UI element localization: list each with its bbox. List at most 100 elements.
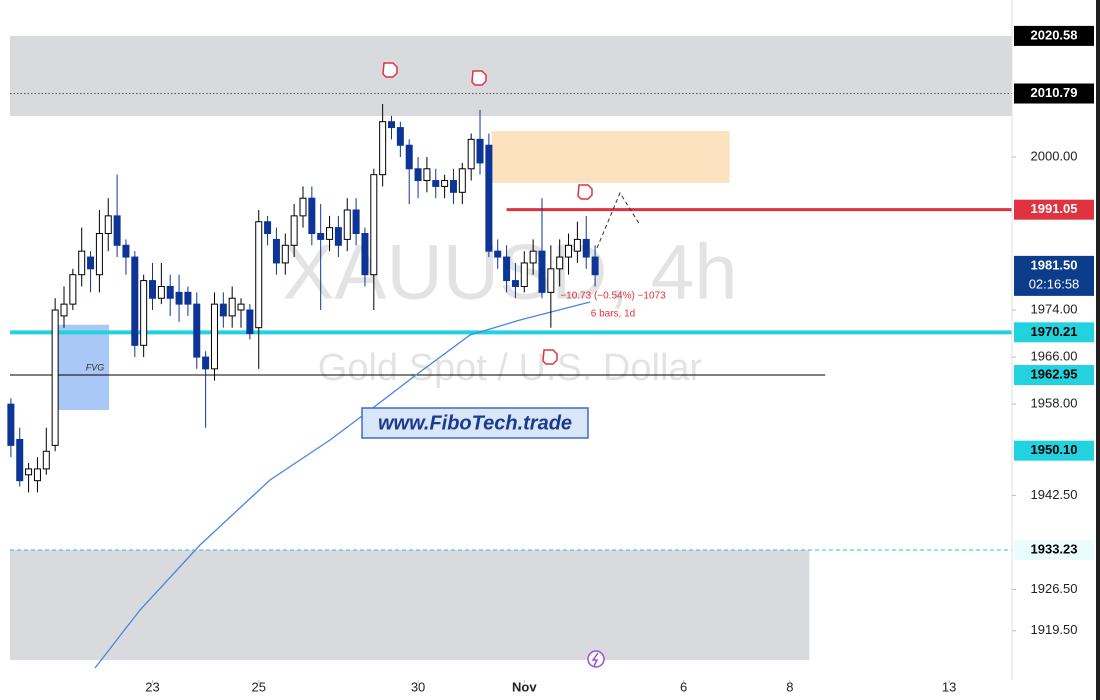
price-label: 1933.23 — [1031, 541, 1078, 556]
candle-body — [494, 250, 502, 258]
candle-body — [361, 233, 369, 276]
measure-bars: 6 bars, 1d — [591, 309, 635, 320]
candle-body — [33, 468, 41, 482]
candle-body — [264, 221, 272, 235]
zone — [491, 131, 730, 183]
candle-body — [202, 356, 210, 370]
price-label: 1991.05 — [1031, 201, 1078, 216]
zone — [56, 324, 110, 411]
y-tick-label: 1942.50 — [1031, 487, 1078, 502]
frame-edge — [1096, 0, 1100, 700]
price-label-box — [1014, 255, 1094, 296]
candle-body — [219, 303, 227, 317]
hand-icon — [542, 349, 558, 365]
price-label: 2010.79 — [1031, 85, 1078, 100]
link-box — [361, 407, 589, 439]
candle-body — [149, 280, 157, 299]
x-tick-label: 13 — [942, 679, 956, 694]
price-label-box — [1014, 440, 1094, 461]
candle-body — [538, 250, 546, 293]
x-tick-label: 6 — [680, 679, 687, 694]
candle-body — [317, 233, 325, 240]
candle-body — [113, 215, 121, 246]
candle-body — [449, 180, 457, 193]
event-icon[interactable] — [587, 650, 605, 668]
y-tick-label: 1919.50 — [1031, 622, 1078, 637]
hand-icon — [471, 70, 487, 86]
candle-body — [122, 244, 130, 258]
candle-body — [87, 256, 95, 270]
candle-body — [69, 274, 77, 305]
candle-body — [140, 280, 148, 346]
candle-body — [25, 468, 33, 476]
candle-body — [228, 297, 236, 317]
candle-body — [184, 291, 192, 305]
candle-body — [299, 197, 307, 217]
fvg-label: FVG — [86, 362, 105, 372]
candle-body — [388, 121, 396, 129]
candle-body — [193, 303, 201, 358]
x-tick-label: Nov — [512, 679, 537, 694]
x-tick-label: 8 — [786, 679, 793, 694]
candle-body — [476, 138, 484, 164]
candle-body — [370, 174, 378, 276]
candle-body — [379, 121, 387, 176]
x-tick-label: 23 — [145, 679, 159, 694]
price-axis — [1012, 0, 1100, 700]
candle-body — [485, 144, 493, 252]
price-label: 1970.21 — [1031, 324, 1078, 339]
candle-body — [520, 262, 528, 287]
candle-body — [441, 180, 449, 187]
hand-icon — [577, 184, 593, 200]
price-label-box — [1014, 539, 1094, 560]
price-label-box — [1014, 199, 1094, 220]
link-text[interactable]: www.FiboTech.trade — [378, 412, 572, 434]
candle-body — [503, 256, 511, 282]
candle-body — [467, 138, 475, 170]
candle-body — [255, 221, 263, 329]
price-label: 1981.50 — [1031, 257, 1078, 272]
y-tick-label: 1926.50 — [1031, 581, 1078, 596]
price-label-box — [1014, 83, 1094, 104]
zones — [10, 35, 1012, 661]
candle-body — [326, 227, 334, 240]
candle-body — [582, 238, 590, 258]
candle-body — [7, 403, 15, 446]
x-tick-label: 30 — [411, 679, 425, 694]
candle-body — [131, 256, 139, 346]
x-tick-label: 25 — [251, 679, 265, 694]
candle-body — [51, 309, 59, 446]
price-label-box — [1014, 322, 1094, 343]
price-label: 2020.58 — [1031, 27, 1078, 42]
price-label-box — [1014, 25, 1094, 46]
candle-body — [78, 250, 86, 276]
candle-body — [175, 291, 183, 305]
hand-icons — [382, 62, 593, 365]
candle-body — [414, 168, 422, 182]
candle-body — [42, 450, 50, 470]
candle-body — [104, 215, 112, 235]
candle-body — [591, 256, 599, 276]
candle-body — [547, 268, 555, 293]
hand-icon — [382, 62, 398, 78]
candle-body — [396, 127, 404, 146]
y-tick-label: 1958.00 — [1031, 396, 1078, 411]
candle-body — [95, 233, 103, 276]
candle-body — [511, 280, 519, 287]
candle-body — [210, 303, 218, 370]
measure-label: −10.73 (−0.54%) −1073 — [560, 291, 666, 302]
zone — [10, 35, 1012, 116]
candle-body — [237, 303, 245, 311]
y-tick-label: 2000.00 — [1031, 148, 1078, 163]
candle-body — [423, 168, 431, 182]
price-label: 1962.95 — [1031, 366, 1078, 381]
candle-body — [246, 309, 254, 335]
candles — [7, 104, 599, 493]
time-axis — [0, 680, 1012, 700]
axis-labels: 2020.58 2010.79 1991.05 1981.50 02:16:58 1970… — [145, 25, 1094, 694]
candle-body — [290, 215, 298, 246]
candle-body — [60, 303, 68, 317]
candle-body — [352, 209, 360, 235]
